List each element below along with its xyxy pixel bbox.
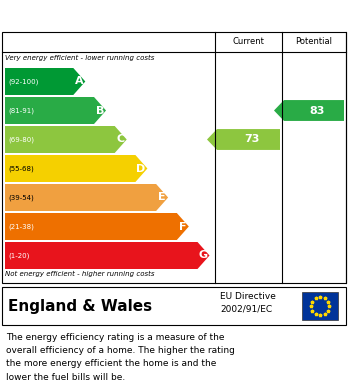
Polygon shape: [5, 126, 127, 153]
Text: England & Wales: England & Wales: [8, 298, 152, 314]
Polygon shape: [5, 213, 189, 240]
Text: (39-54): (39-54): [8, 194, 34, 201]
Text: (21-38): (21-38): [8, 223, 34, 230]
Text: Very energy efficient - lower running costs: Very energy efficient - lower running co…: [5, 55, 155, 61]
Polygon shape: [5, 97, 106, 124]
Text: C: C: [117, 135, 125, 145]
Polygon shape: [5, 184, 168, 211]
Text: D: D: [136, 163, 145, 174]
Text: (69-80): (69-80): [8, 136, 34, 143]
Polygon shape: [5, 242, 209, 269]
Text: Not energy efficient - higher running costs: Not energy efficient - higher running co…: [5, 271, 155, 277]
Text: B: B: [96, 106, 104, 115]
Bar: [302, 292, 338, 320]
Polygon shape: [274, 100, 344, 121]
Text: (55-68): (55-68): [8, 165, 34, 172]
Text: Potential: Potential: [295, 38, 332, 47]
Polygon shape: [5, 68, 85, 95]
Text: Current: Current: [232, 38, 264, 47]
Text: 83: 83: [309, 106, 325, 115]
Text: 73: 73: [244, 135, 259, 145]
Text: (92-100): (92-100): [8, 78, 38, 85]
Text: (81-91): (81-91): [8, 107, 34, 114]
Text: EU Directive
2002/91/EC: EU Directive 2002/91/EC: [220, 292, 276, 314]
Text: (1-20): (1-20): [8, 252, 29, 259]
Text: The energy efficiency rating is a measure of the
overall efficiency of a home. T: The energy efficiency rating is a measur…: [6, 333, 235, 382]
Text: F: F: [179, 221, 187, 231]
Text: G: G: [198, 251, 207, 260]
Polygon shape: [207, 129, 280, 150]
Text: A: A: [75, 77, 83, 86]
Text: E: E: [158, 192, 166, 203]
Polygon shape: [5, 155, 148, 182]
Text: Energy Efficiency Rating: Energy Efficiency Rating: [10, 8, 202, 22]
